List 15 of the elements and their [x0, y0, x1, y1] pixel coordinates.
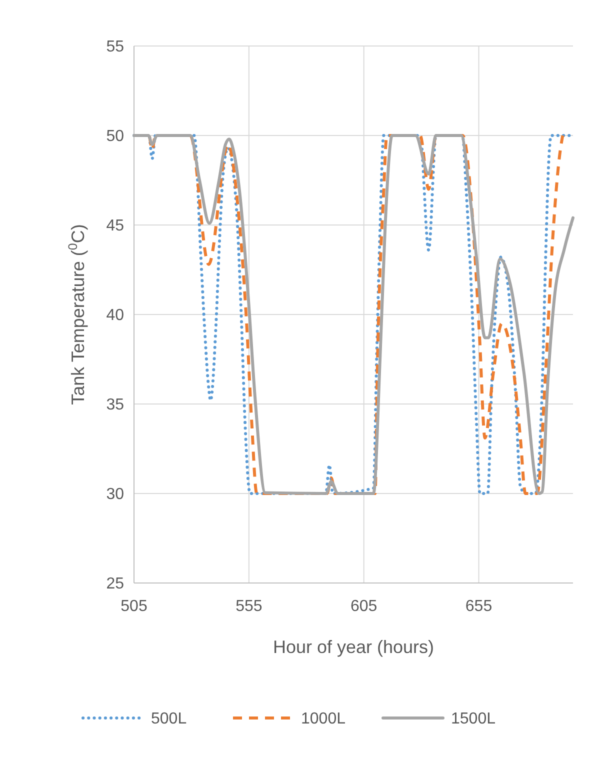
x-axis-title: Hour of year (hours): [272, 637, 434, 657]
y-tick-label: 30: [106, 486, 124, 504]
x-tick-label: 655: [465, 598, 492, 615]
legend-label: 1500L: [451, 710, 496, 728]
legend-label: 500L: [151, 710, 187, 728]
legend-label: 1000L: [301, 710, 346, 728]
y-tick-label: 40: [106, 307, 124, 324]
y-tick-label: 50: [106, 128, 124, 146]
x-tick-label: 555: [236, 598, 262, 615]
y-tick-label: 25: [106, 576, 124, 593]
y-tick-label: 35: [106, 396, 124, 414]
x-tick-label: 505: [120, 598, 148, 615]
x-tick-label: 605: [350, 598, 378, 615]
y-tick-label: 45: [106, 218, 124, 235]
y-tick-label: 55: [106, 38, 124, 56]
